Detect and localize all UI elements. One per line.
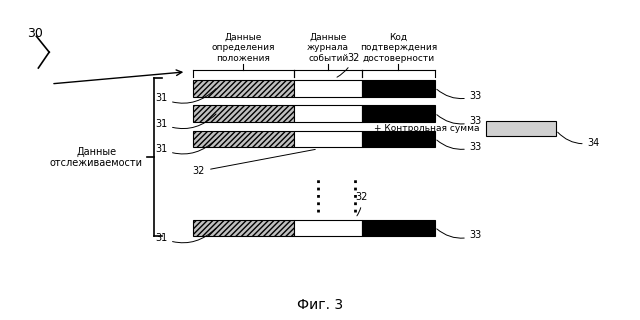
Text: 33: 33: [436, 229, 482, 241]
Text: 30: 30: [27, 27, 43, 40]
Text: 34: 34: [557, 132, 600, 148]
Text: 33: 33: [436, 115, 482, 126]
Text: Фиг. 3: Фиг. 3: [297, 298, 343, 312]
Bar: [362, 80, 435, 97]
Text: Данные
определения
положения: Данные определения положения: [212, 33, 275, 63]
Bar: [362, 105, 435, 122]
Bar: [486, 121, 556, 136]
Bar: [294, 105, 362, 122]
Bar: [193, 220, 294, 236]
Text: 31: 31: [155, 228, 216, 243]
Bar: [294, 80, 362, 97]
Text: 32: 32: [337, 52, 360, 77]
Text: + Контрольная сумма: + Контрольная сумма: [374, 124, 479, 133]
Bar: [193, 131, 294, 147]
Text: Данные
журнала
событий: Данные журнала событий: [307, 33, 349, 63]
Text: Данные
отслеживаемости: Данные отслеживаемости: [50, 147, 143, 168]
Bar: [362, 220, 435, 236]
Text: 33: 33: [436, 140, 482, 152]
Bar: [294, 220, 362, 236]
Bar: [193, 80, 294, 97]
Text: 31: 31: [155, 140, 216, 154]
Text: 32: 32: [355, 192, 368, 216]
Text: Код
подтверждения
достоверности: Код подтверждения достоверности: [360, 33, 437, 63]
Bar: [362, 131, 435, 147]
Text: 31: 31: [155, 114, 216, 129]
Text: 33: 33: [436, 89, 482, 101]
Bar: [294, 131, 362, 147]
Bar: [193, 105, 294, 122]
Text: 31: 31: [155, 89, 216, 103]
Text: 32: 32: [193, 149, 316, 176]
